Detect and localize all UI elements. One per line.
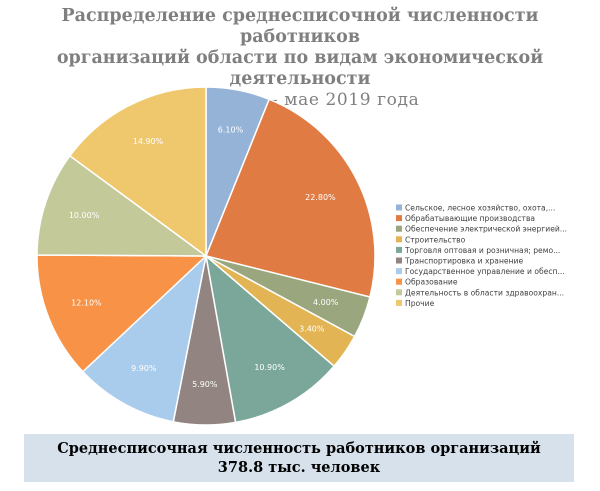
- legend-swatch: [396, 236, 402, 243]
- legend-swatch: [396, 299, 402, 306]
- pie-slice: [204, 98, 376, 298]
- legend-swatch: [396, 204, 402, 211]
- pie-slice: [36, 254, 208, 373]
- pie-slice: [81, 253, 208, 423]
- legend-swatch: [396, 268, 402, 275]
- legend-entry: Строительство: [405, 235, 466, 244]
- legend: Сельское, лесное хозяйство, охота,...Обр…: [396, 204, 567, 308]
- legend-entry: Государственное управление и обесп...: [405, 267, 565, 276]
- pie-slices: [36, 86, 376, 426]
- legend-swatch: [396, 215, 402, 222]
- chart-title: Распределение среднесписочной численност…: [0, 6, 600, 111]
- legend-entry: Сельское, лесное хозяйство, охота,...: [405, 204, 555, 213]
- chart-title-line-1: Распределение среднесписочной численност…: [61, 6, 539, 47]
- pie-data-labels: 6.10% 22.80% 4.00% 3.40% 10.90% 5.90% 9.90% 12.…: [69, 125, 339, 389]
- summary-title: Среднесписочная численность работников о…: [57, 440, 541, 457]
- legend-swatch: [396, 257, 402, 264]
- legend-entry: Обрабатывающие производства: [405, 214, 535, 223]
- legend-entry: Обеспечение электрической энергией...: [405, 225, 567, 234]
- legend-entry: Торговля оптовая и розничная; ремо...: [404, 246, 560, 255]
- slice-data-label: 12.10%: [71, 298, 102, 307]
- pie-slice: [36, 154, 209, 257]
- legend-swatch: [396, 278, 402, 285]
- slice-data-label: 6.10%: [218, 125, 244, 134]
- summary-value: 378.8 тыс. человек: [217, 459, 381, 476]
- slice-data-label: 4.00%: [313, 298, 339, 307]
- slice-data-label: 10.90%: [254, 363, 285, 372]
- slice-data-label: 9.90%: [131, 364, 157, 373]
- legend-entry: Прочие: [405, 299, 435, 308]
- slice-data-label: 14.90%: [133, 137, 164, 146]
- legend-entry: Деятельность в области здравоохран...: [405, 288, 564, 297]
- legend-swatch: [396, 225, 402, 232]
- pie-slice: [204, 254, 336, 424]
- summary-box: Среднесписочная численность работников о…: [24, 434, 574, 482]
- legend-entry: Образование: [405, 278, 458, 287]
- slice-data-label: 10.00%: [69, 211, 100, 220]
- legend-swatch: [396, 246, 402, 253]
- chart-title-line-2: организаций области по видам экономическ…: [56, 48, 544, 89]
- legend-entry: Транспортировка и хранение: [404, 257, 523, 266]
- pie-slice: [68, 86, 207, 258]
- slice-data-label: 5.90%: [192, 380, 218, 389]
- slice-data-label: 22.80%: [305, 193, 336, 202]
- legend-swatch: [396, 289, 402, 296]
- slice-data-label: 3.40%: [299, 324, 325, 333]
